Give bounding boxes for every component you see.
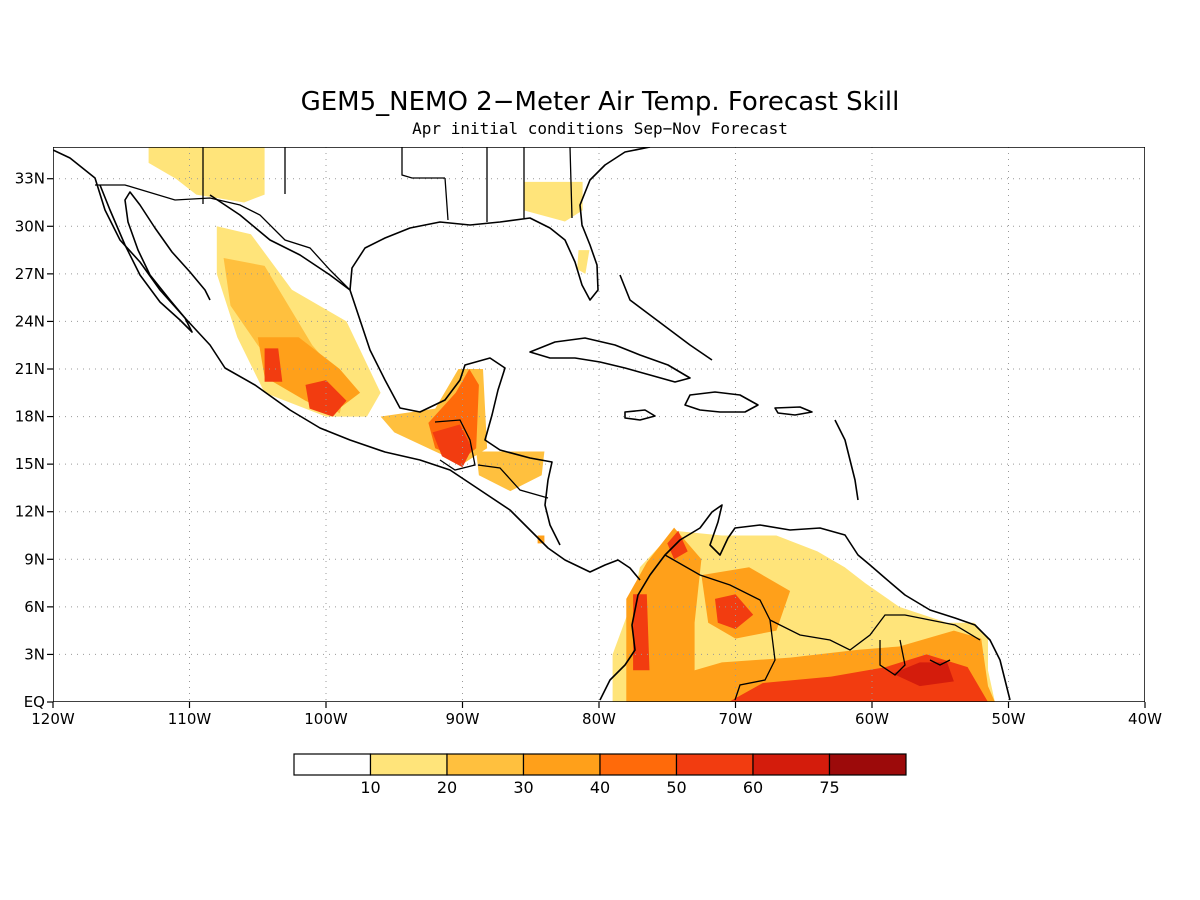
colorbar-label: 60: [743, 778, 763, 797]
lon-tick-label: 60W: [855, 710, 889, 728]
colorbar-swatch: [828, 753, 907, 776]
border-us-states: [202, 147, 650, 222]
lon-tick-label: 120W: [31, 710, 75, 728]
lat-tick-label: 18N: [15, 408, 45, 426]
coastline-jamaica: [624, 409, 656, 421]
colorbar-swatch: [675, 753, 754, 776]
colorbar-swatch: [369, 753, 448, 776]
skill-region-mexico-south: [305, 380, 347, 417]
lat-tick-label: 3N: [24, 645, 45, 663]
coastlines: [53, 147, 1011, 701]
colorbar-swatch: [752, 753, 831, 776]
latitude-tick-labels: EQ 3N 6N 9N 12N 15N 18N 21N 24N 27N 30N 33N: [15, 170, 53, 711]
coastline-gulf-mexico: [209, 194, 561, 546]
graticule-grid: [53, 147, 1145, 702]
coastline-baja: [99, 184, 211, 333]
colorbar-legend: 10 20 30 40 50 60 75: [293, 753, 907, 797]
border-us-mexico: [95, 184, 351, 291]
skill-region-sa-guianas-hot: [892, 662, 954, 687]
coastline-lesser-antilles: [834, 419, 859, 501]
lat-tick-label: 6N: [24, 598, 45, 616]
colorbar-label: 20: [437, 778, 457, 797]
border-south-america: [664, 554, 981, 701]
skill-region-mexico-hot: [264, 348, 283, 382]
political-borders: [95, 147, 981, 701]
colorbar-swatch: [446, 753, 525, 776]
colorbar-label: 40: [590, 778, 610, 797]
colorbar-swatch: [293, 753, 372, 776]
lon-tick-label: 110W: [168, 710, 212, 728]
lat-tick-label: 15N: [15, 455, 45, 473]
border-central-america: [434, 419, 549, 499]
skill-region-us-southwest: [148, 147, 265, 203]
skill-region-honduras: [476, 451, 545, 492]
coastline-cuba: [529, 337, 691, 383]
skill-region-florida: [577, 250, 590, 274]
lon-tick-label: 50W: [992, 710, 1026, 728]
skill-region-nicaragua-dot: [537, 535, 545, 544]
coastline-puerto-rico: [774, 406, 813, 416]
lat-tick-label: 24N: [15, 312, 45, 330]
lat-tick-label: 27N: [15, 265, 45, 283]
colorbar-label: 10: [360, 778, 380, 797]
lat-tick-label: 9N: [24, 550, 45, 568]
skill-region-us-southeast: [523, 181, 583, 222]
figure-title: GEM5_NEMO 2−Meter Air Temp. Forecast Ski…: [301, 87, 900, 117]
coastline-us-gulf: [349, 147, 651, 301]
lat-tick-label: 33N: [15, 170, 45, 188]
lon-tick-label: 70W: [719, 710, 753, 728]
skill-region-sa-venezuela-core: [715, 594, 754, 630]
lon-tick-label: 80W: [582, 710, 616, 728]
longitude-tick-labels: 120W 110W 100W 90W 80W 70W 60W 50W 40W: [31, 702, 1162, 728]
coastline-bahamas: [619, 274, 713, 361]
colorbar-label: 75: [819, 778, 839, 797]
lat-tick-label: 21N: [15, 360, 45, 378]
lon-tick-label: 90W: [446, 710, 480, 728]
coastline-hispaniola: [684, 391, 759, 413]
coastline-south-america: [599, 504, 1011, 701]
map-plot-area: [53, 147, 1145, 702]
lon-tick-label: 40W: [1128, 710, 1162, 728]
skill-region-sa-colombia-north: [667, 530, 688, 560]
colorbar-swatch: [522, 753, 601, 776]
colorbar-swatch: [599, 753, 678, 776]
figure-subtitle: Apr initial conditions Sep−Nov Forecast: [412, 119, 788, 138]
colorbar-label: 30: [513, 778, 533, 797]
lat-tick-label: 12N: [15, 503, 45, 521]
skill-region-sa-colombia-west: [633, 594, 650, 671]
colorbar-label: 50: [666, 778, 686, 797]
lat-tick-label: 30N: [15, 217, 45, 235]
lat-tick-label: EQ: [24, 693, 45, 711]
lon-tick-label: 100W: [304, 710, 348, 728]
